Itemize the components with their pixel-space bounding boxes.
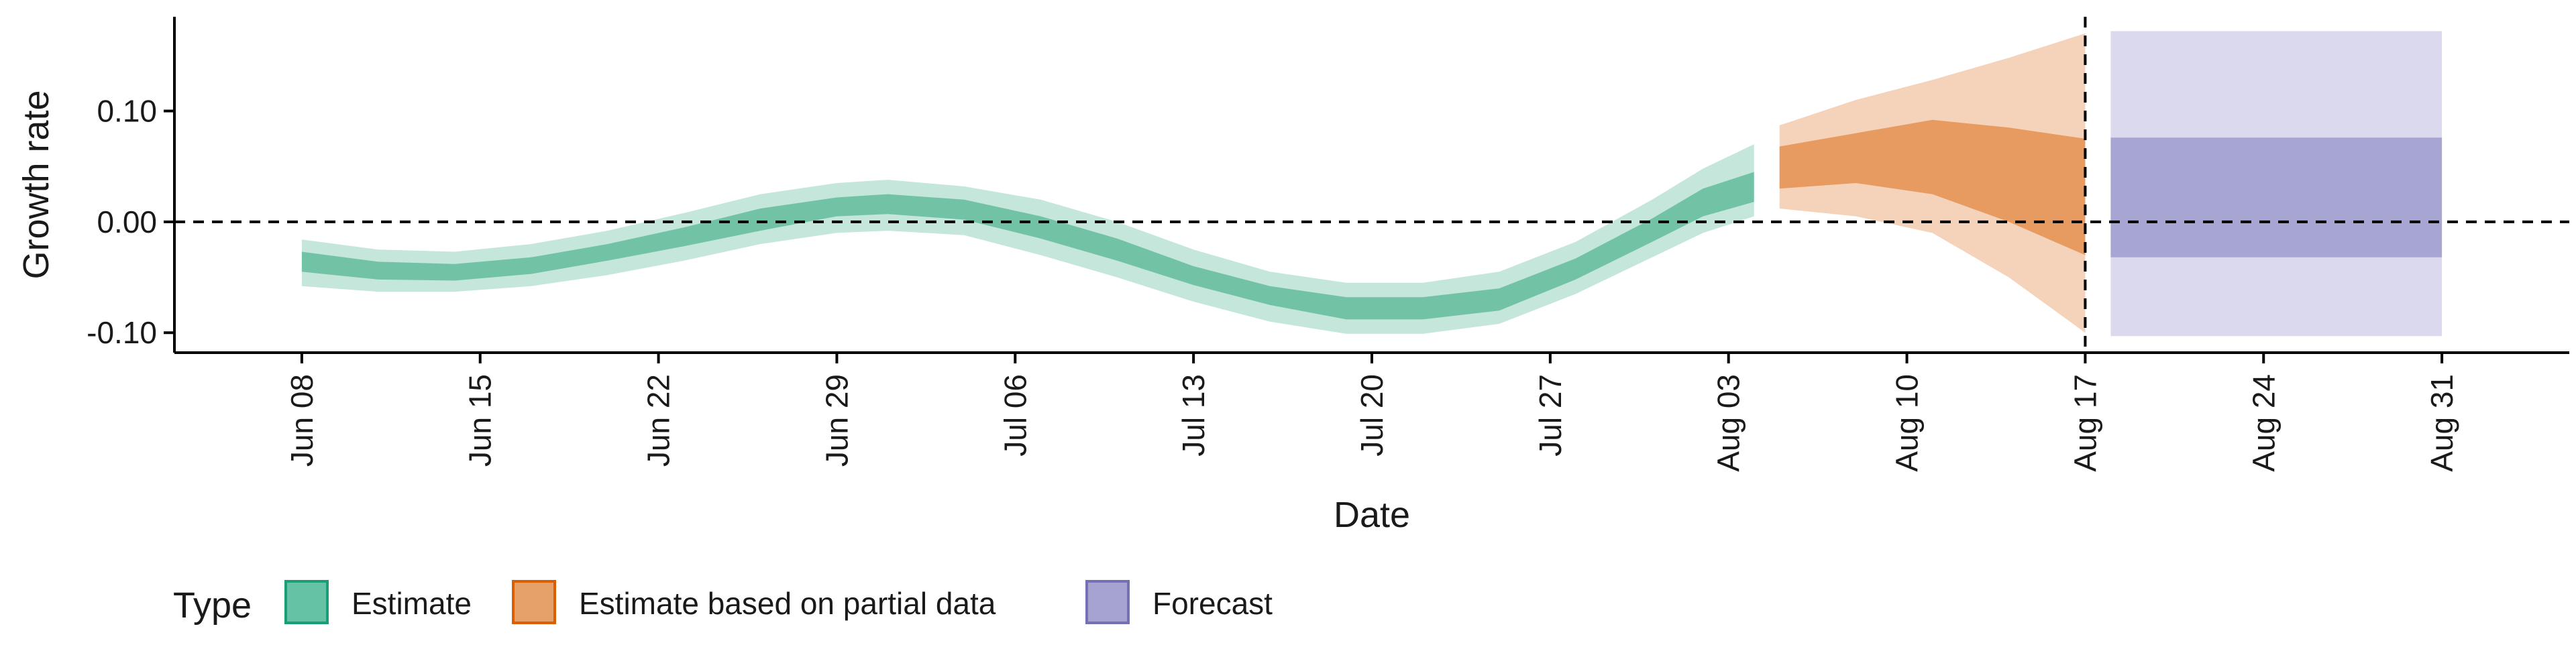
y-tick-label: 0.10: [97, 94, 157, 129]
y-tick-label: 0.00: [97, 204, 157, 239]
legend: Type Estimate Estimate based on partial d…: [173, 580, 1273, 626]
x-tick-label: Aug 31: [2424, 374, 2459, 472]
legend-label-0: Estimate: [352, 586, 472, 621]
x-tick-label: Aug 10: [1890, 374, 1925, 472]
y-axis-title: Growth rate: [16, 90, 56, 279]
x-tick-label: Aug 03: [1711, 374, 1746, 472]
x-tick-label: Jul 27: [1533, 374, 1568, 457]
x-tick-label: Jun 29: [819, 374, 854, 467]
x-tick-label: Jul 06: [998, 374, 1032, 457]
x-tick-label: Jul 13: [1176, 374, 1211, 457]
y-tick-label: -0.10: [87, 315, 157, 350]
x-axis-title: Date: [1334, 495, 1410, 535]
series-1-inner-band: [1779, 119, 2086, 255]
reference-lines: [174, 17, 2569, 353]
legend-key-1: [512, 580, 556, 624]
series-bands: [301, 31, 2443, 337]
y-axis-ticks: 0.10 0.00 -0.10: [87, 94, 174, 350]
series-0-outer-band: [301, 144, 1754, 334]
x-axis-ticks: Jun 08 Jun 15 Jun 22 Jun 29 Jul 06 Jul 13 Jul …: [284, 353, 2459, 472]
x-tick-label: Aug 17: [2068, 374, 2102, 472]
legend-key-0: [284, 580, 329, 624]
x-tick-label: Jul 20: [1354, 374, 1389, 457]
x-tick-label: Aug 24: [2246, 374, 2281, 472]
x-tick-label: Jun 22: [641, 374, 676, 467]
series-2-inner-band: [2110, 137, 2443, 257]
x-tick-label: Jun 08: [284, 374, 319, 467]
legend-label-2: Forecast: [1152, 586, 1273, 621]
x-tick-label: Jun 15: [463, 374, 498, 467]
legend-title: Type: [173, 585, 252, 626]
legend-key-2: [1085, 580, 1130, 624]
legend-label-1: Estimate based on partial data: [579, 586, 996, 621]
